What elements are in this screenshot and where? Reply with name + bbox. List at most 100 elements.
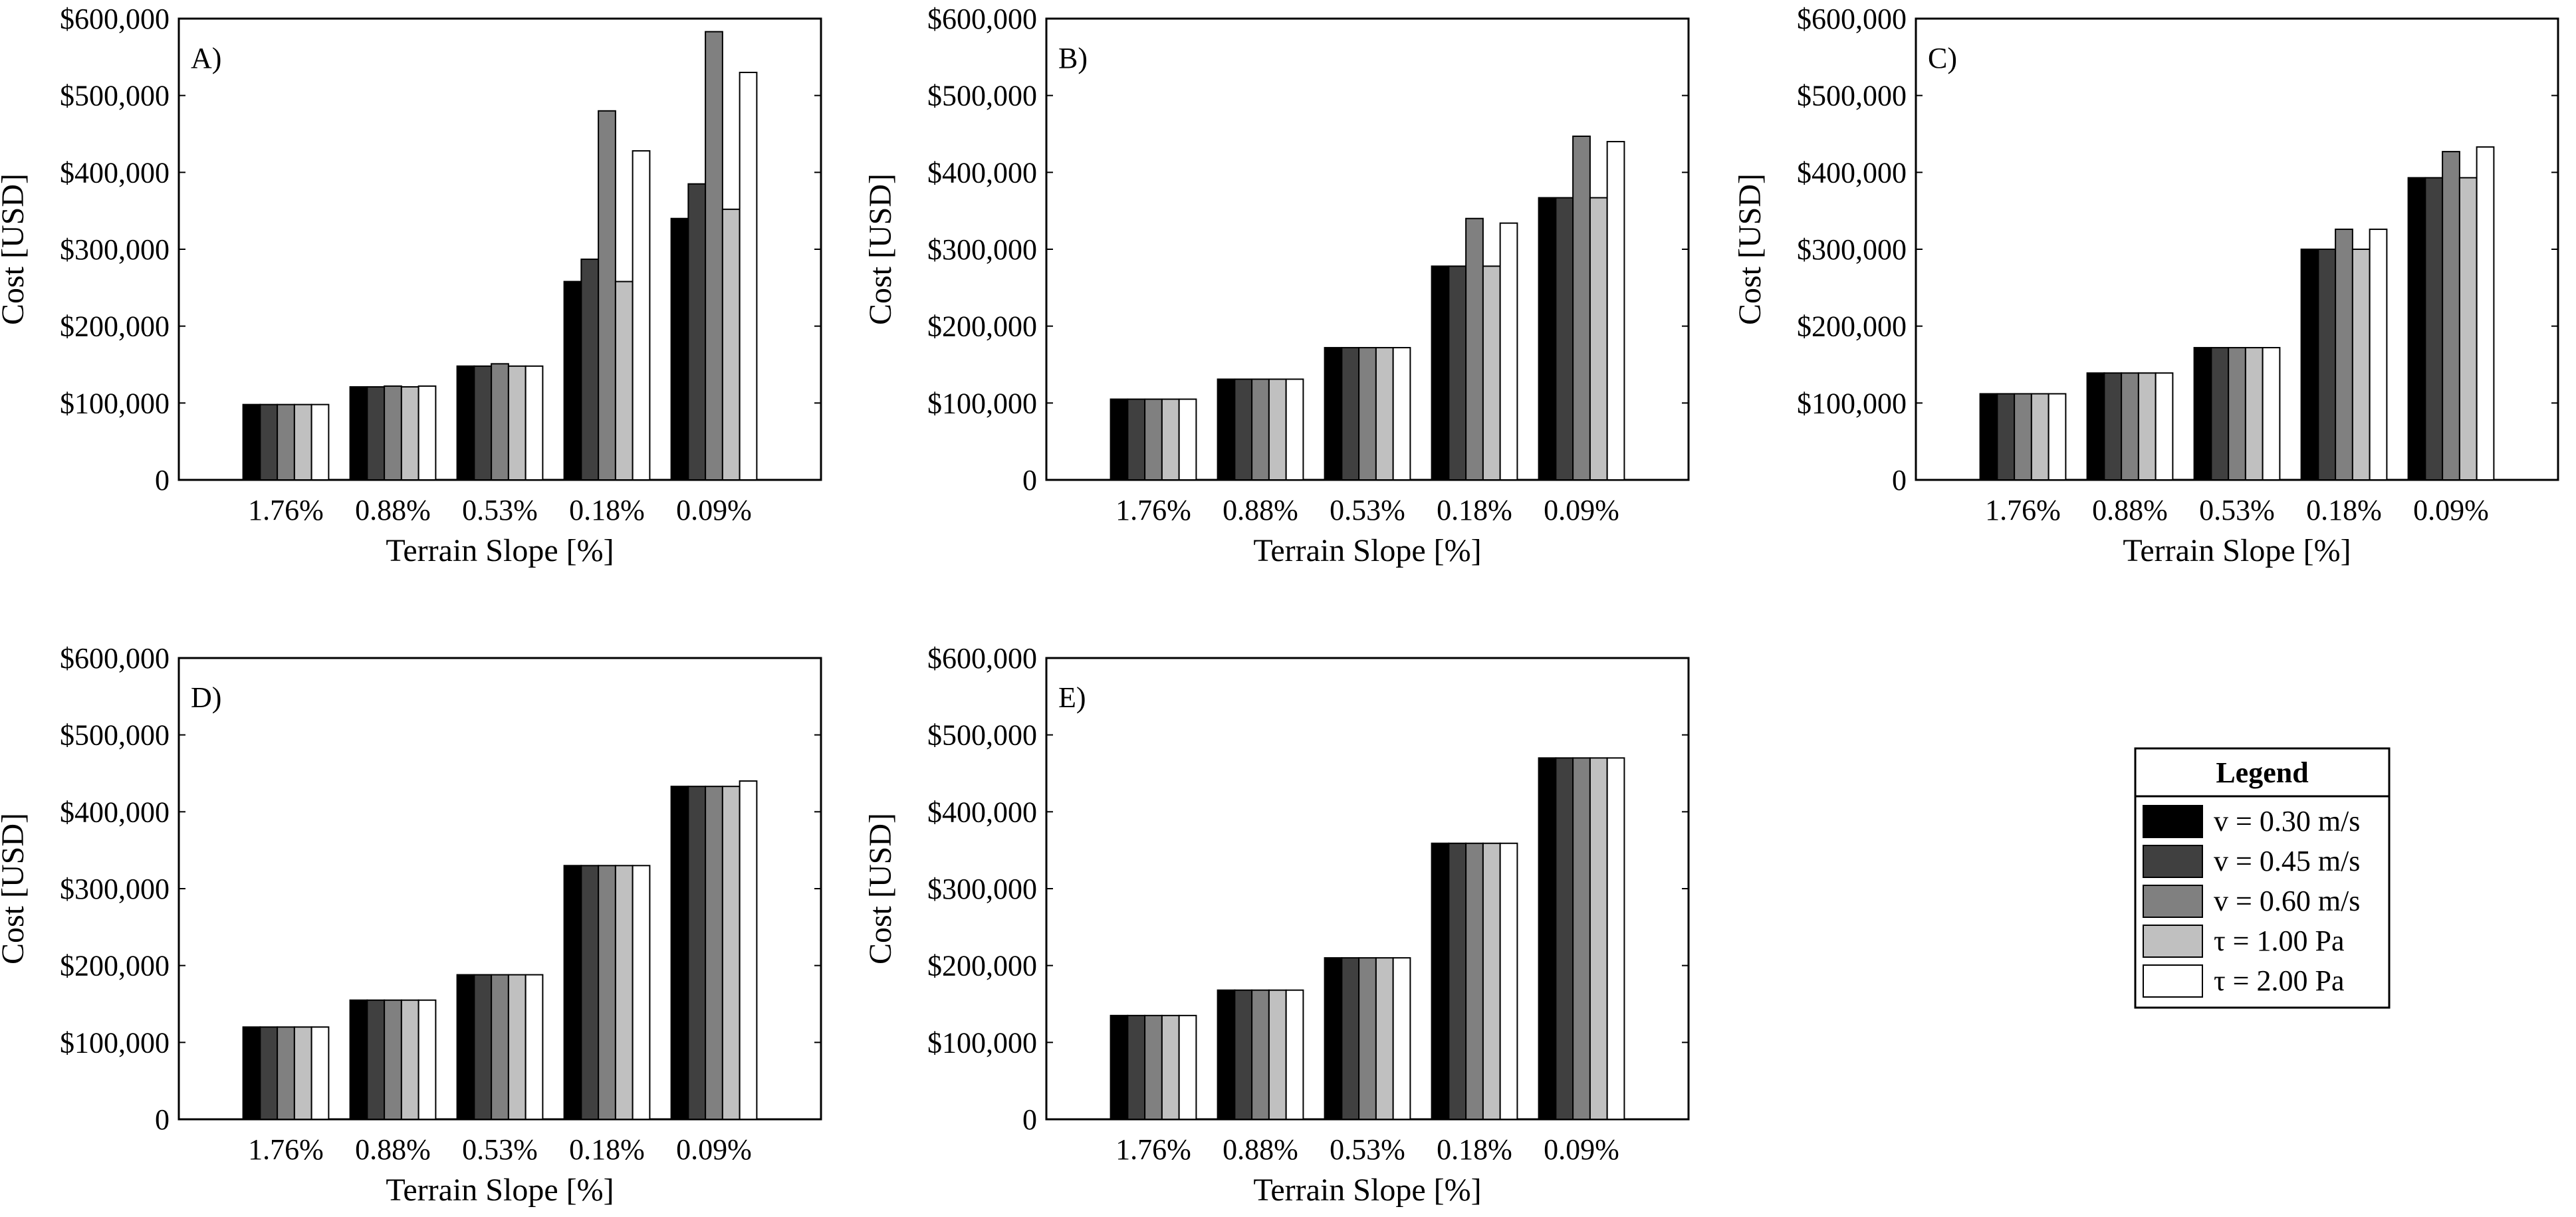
y-tick-label: $200,000 [927,310,1037,343]
legend-swatch [2143,845,2203,878]
bar [598,110,616,481]
y-tick-label: $100,000 [60,387,170,419]
bar [1268,378,1287,481]
bar [1234,378,1253,481]
bar [705,786,723,1120]
y-tick-label: $300,000 [1797,233,1907,266]
y-tick-label: $200,000 [60,950,170,982]
chart-panel: 0 $100,000 $200,000 $300,000 $400,000 $500,00… [0,3,822,568]
bar [491,974,509,1120]
panel-label: C) [1928,42,1957,74]
bar [1465,217,1484,481]
bar [2137,372,2157,481]
x-tick-label: 1.76% [248,494,324,526]
bar [366,999,386,1121]
bar [400,386,419,481]
bar [1482,842,1501,1121]
bar [1217,989,1236,1121]
bar [1341,347,1360,481]
bar [1465,842,1484,1121]
bar [2407,177,2426,481]
bar [2317,249,2337,481]
bar [2121,372,2139,481]
bar [2048,393,2067,481]
bar [2351,249,2371,481]
y-tick-label: $100,000 [1797,387,1907,419]
bar [2369,228,2388,481]
x-axis-label: Terrain Slope [%] [386,533,614,568]
bar [1431,265,1450,481]
bar [473,974,493,1120]
legend-label: τ = 1.00 Pa [2214,925,2345,957]
y-tick-label: $600,000 [927,642,1037,675]
bar [614,280,634,481]
bar [1555,197,1574,481]
y-tick-label: $100,000 [927,1026,1037,1059]
bar [705,31,723,481]
bar [242,1026,261,1120]
bar [2300,249,2319,481]
x-tick-label: 0.09% [1544,494,1619,526]
bar [1431,842,1450,1121]
bar [1996,393,2016,481]
bar [1482,265,1501,481]
x-tick-label: 0.88% [355,494,431,526]
y-tick-label: $200,000 [1797,310,1907,343]
bar [277,1026,295,1120]
bar [1341,957,1360,1120]
x-tick-label: 0.53% [1330,1133,1405,1166]
bar [2458,177,2478,481]
bar [2193,347,2212,481]
y-tick-label: $500,000 [927,719,1037,752]
bar [1392,957,1411,1120]
y-tick-label: $600,000 [927,3,1037,35]
bar [670,786,689,1120]
y-tick-label: $300,000 [927,873,1037,905]
chart-panel: 0 $100,000 $200,000 $300,000 $400,000 $500,00… [863,3,1690,568]
bar [1178,398,1197,481]
legend-swatch [2143,964,2203,998]
bar [1127,398,1146,481]
x-tick-label: 1.76% [1985,494,2061,526]
x-tick-label: 0.09% [2413,494,2489,526]
chart-panels: 0 $100,000 $200,000 $300,000 $400,000 $500,00… [0,3,2559,1208]
bar [580,865,600,1121]
bar [2155,372,2174,481]
bar [2210,347,2230,481]
bar [1324,957,1343,1120]
legend: Legend v = 0.30 m/s v = 0.45 m/s v = 0.60 … [2134,747,2391,1009]
bar [1358,347,1377,481]
y-axis-label: Cost [USD] [0,813,31,964]
x-tick-label: 0.18% [569,1133,645,1166]
bar [417,999,437,1121]
bar [563,865,582,1121]
panel-label: B) [1058,42,1088,74]
panel-label: D) [191,681,221,714]
bar [1572,135,1591,481]
bar [1538,197,1557,481]
bar [563,280,582,481]
bar [310,403,330,481]
x-tick-label: 1.76% [248,1133,324,1166]
bar [721,208,741,481]
bar [1217,378,1236,481]
bar [2424,177,2444,481]
bar [1144,398,1163,481]
y-tick-label: $100,000 [60,1026,170,1059]
bar [2476,146,2495,481]
bar [1285,378,1304,481]
bar [491,363,509,481]
bar [580,259,600,481]
bar [1358,957,1377,1120]
y-tick-label: $500,000 [60,719,170,752]
bar [1324,347,1343,481]
bar [1555,757,1574,1121]
legend-swatch [2143,885,2203,918]
bar [259,403,279,481]
y-tick-label: 0 [1022,1103,1037,1136]
x-axis-label: Terrain Slope [%] [2123,533,2351,568]
x-tick-label: 0.09% [676,1133,752,1166]
bar [384,999,402,1121]
legend-label: v = 0.60 m/s [2214,885,2360,917]
legend-label: v = 0.30 m/s [2214,805,2360,837]
